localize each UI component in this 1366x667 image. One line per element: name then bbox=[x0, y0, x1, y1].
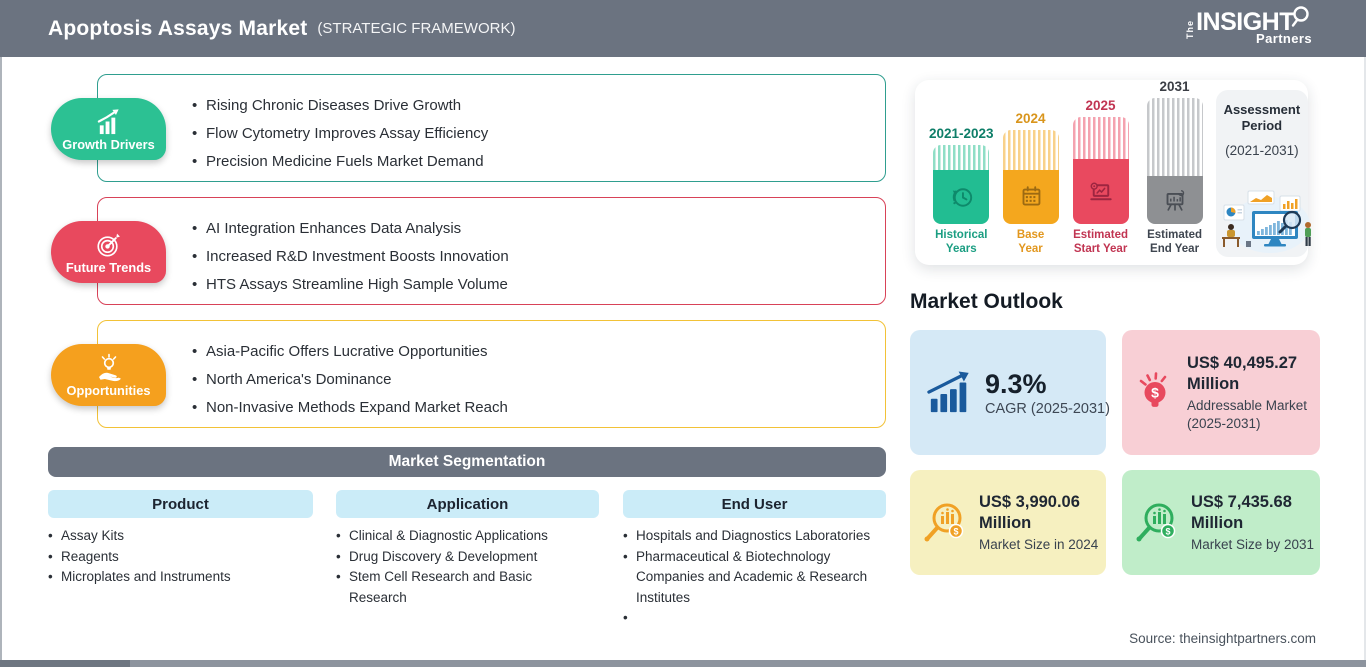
list-item: Hospitals and Diagnostics Laboratories bbox=[623, 526, 886, 547]
cagr-card: 9.3% CAGR (2025-2031) bbox=[910, 330, 1110, 455]
list-item: Asia-Pacific Offers Lucrative Opportunit… bbox=[190, 338, 508, 366]
list-item: Stem Cell Research and Basic Research bbox=[336, 567, 576, 608]
list-item: Drug Discovery & Development bbox=[336, 547, 576, 568]
badge-label: Growth Drivers bbox=[62, 136, 155, 152]
bar-year-label: 2031 bbox=[1159, 79, 1190, 94]
cagr-value: 9.3% bbox=[985, 368, 1047, 399]
list-item: Increased R&D Investment Boosts Innovati… bbox=[190, 243, 509, 271]
assessment-period-panel: Assessment Period (2021-2031) bbox=[1215, 90, 1311, 257]
dollar-bulb-icon: $ bbox=[1139, 371, 1167, 407]
magnifier-coin-chart-icon: $ bbox=[1136, 503, 1176, 541]
header: Apoptosis Assays Market (STRATEGIC FRAME… bbox=[0, 0, 1366, 57]
badge-label: Opportunities bbox=[66, 383, 151, 398]
bar-stripes bbox=[1002, 130, 1059, 170]
market-outlook-title: Market Outlook bbox=[910, 290, 1063, 313]
product-list: Assay Kits Reagents Microplates and Inst… bbox=[48, 526, 313, 588]
presentation-board-icon bbox=[1166, 189, 1184, 211]
segmentation-title: Market Segmentation bbox=[388, 453, 546, 470]
calendar-icon bbox=[1022, 186, 1040, 206]
list-item: Non-Invasive Methods Expand Market Reach bbox=[190, 394, 508, 422]
magnifier-ring-icon bbox=[1291, 6, 1309, 27]
list-item: Flow Cytometry Improves Assay Efficiency bbox=[190, 120, 488, 148]
left-border-line bbox=[0, 57, 2, 660]
market-segmentation-header: Market Segmentation bbox=[48, 447, 886, 477]
insight-partners-logo: The INSIGHT Partners bbox=[1185, 6, 1312, 46]
laptop-gear-icon bbox=[1090, 182, 1112, 200]
dartboard-target-icon bbox=[97, 233, 120, 257]
list-item: HTS Assays Streamline High Sample Volume bbox=[190, 271, 509, 299]
bar-stripes bbox=[1072, 117, 1129, 159]
future-trends-badge: Future Trends bbox=[51, 221, 166, 283]
assessment-period-title: Assessment Period bbox=[1223, 102, 1301, 133]
list-item: North America's Dominance bbox=[190, 366, 508, 394]
svg-text:$: $ bbox=[953, 526, 958, 536]
logo-the: The bbox=[1185, 19, 1196, 39]
list-item: Assay Kits bbox=[48, 526, 313, 547]
page-subtitle: (STRATEGIC FRAMEWORK) bbox=[317, 20, 516, 37]
estimated-start-year-bar: 2025 Estimated Start Year bbox=[1068, 98, 1134, 257]
page-title: Apoptosis Assays Market bbox=[48, 16, 308, 40]
card-value: US$ 3,990.06 Million bbox=[979, 492, 1080, 532]
bar-year-label: 2021-2023 bbox=[929, 126, 994, 141]
card-label: Market Size in 2024 bbox=[979, 536, 1099, 552]
market-size-2024-card: $ US$ 3,990.06 Million Market Size in 20… bbox=[910, 470, 1106, 575]
history-clock-icon bbox=[952, 187, 972, 207]
logo-partners: Partners bbox=[1256, 31, 1312, 46]
svg-text:$: $ bbox=[1151, 384, 1159, 400]
bar-caption: Estimated End Year bbox=[1147, 229, 1203, 255]
historical-years-bar: 2021-2023 Historical Years bbox=[929, 126, 994, 257]
future-trends-section: Future Trends AI Integration Enhances Da… bbox=[51, 197, 886, 305]
opportunities-section: Opportunities Asia-Pacific Offers Lucrat… bbox=[51, 320, 886, 428]
list-item: Clinical & Diagnostic Applications bbox=[336, 526, 576, 547]
bar-caption: Historical Years bbox=[935, 229, 988, 255]
svg-text:$: $ bbox=[1165, 526, 1170, 536]
opportunities-badge: Opportunities bbox=[51, 344, 166, 406]
bar-chart-rising-arrow-icon bbox=[97, 108, 119, 134]
assessment-period-card: 2021-2023 Historical Years 2024 bbox=[915, 79, 1311, 265]
cagr-label: CAGR (2025-2031) bbox=[985, 400, 1110, 417]
base-year-bar: 2024 Base Year bbox=[1002, 111, 1059, 257]
list-item: Reagents bbox=[48, 547, 313, 568]
list-item: Rising Chronic Diseases Drive Growth bbox=[190, 92, 488, 120]
application-list: Clinical & Diagnostic Applications Drug … bbox=[336, 526, 576, 608]
bar-stripes bbox=[933, 145, 990, 170]
card-label: Addressable Market (2025-2031) bbox=[1187, 397, 1308, 431]
segment-column-header-enduser: End User bbox=[623, 490, 886, 518]
growth-drivers-section: Growth Drivers Rising Chronic Diseases D… bbox=[51, 74, 886, 182]
list-item: Pharmaceutical & Biotechnology Companies… bbox=[623, 547, 886, 609]
analytics-illustration bbox=[1221, 190, 1311, 253]
card-value: US$ 7,435.68 Million bbox=[1191, 492, 1292, 532]
bar-year-label: 2024 bbox=[1015, 111, 1046, 126]
market-size-2031-card: $ US$ 7,435.68 Million Market Size by 20… bbox=[1122, 470, 1320, 575]
hand-holding-bulb-icon bbox=[98, 353, 121, 382]
footer-strip bbox=[0, 660, 1366, 667]
growth-bars-arrow-icon bbox=[927, 370, 969, 412]
bar-stripes bbox=[1146, 98, 1203, 176]
bar-year-label: 2025 bbox=[1085, 98, 1116, 113]
list-item: AI Integration Enhances Data Analysis bbox=[190, 215, 509, 243]
source-attribution: Source: theinsightpartners.com bbox=[1129, 631, 1316, 646]
estimated-end-year-bar: 2031 Estimated End Year bbox=[1143, 79, 1207, 257]
card-label: Market Size by 2031 bbox=[1191, 536, 1315, 552]
segment-column-header-application: Application bbox=[336, 490, 599, 518]
list-item: Precision Medicine Fuels Market Demand bbox=[190, 148, 488, 176]
addressable-market-card: $ US$ 40,495.27 Million Addressable Mark… bbox=[1122, 330, 1320, 455]
magnifier-coin-chart-icon: $ bbox=[924, 503, 964, 541]
growth-drivers-badge: Growth Drivers bbox=[51, 98, 166, 160]
bar-caption: Base Year bbox=[1016, 229, 1045, 255]
bar-caption: Estimated Start Year bbox=[1073, 229, 1129, 255]
right-border-line bbox=[1364, 57, 1366, 660]
segment-column-header-product: Product bbox=[48, 490, 313, 518]
assessment-period-range: (2021-2031) bbox=[1225, 143, 1299, 158]
badge-label: Future Trends bbox=[65, 259, 152, 275]
card-value: US$ 40,495.27 Million bbox=[1187, 353, 1298, 393]
list-item: Microplates and Instruments bbox=[48, 567, 313, 588]
enduser-list: Hospitals and Diagnostics Laboratories P… bbox=[623, 526, 886, 629]
logo-insight: INSIGHT bbox=[1196, 8, 1294, 36]
